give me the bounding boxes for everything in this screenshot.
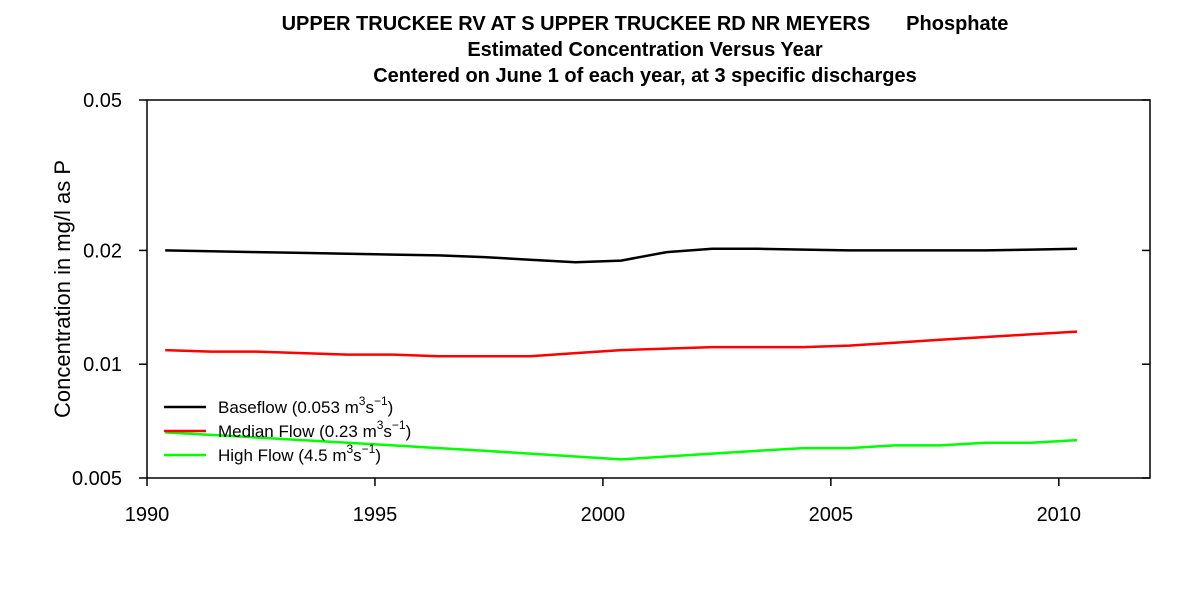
y-tick-label: 0.05	[83, 90, 122, 112]
x-axis: 1990 1995 2000 2005 2010	[125, 478, 1081, 526]
series-line-3	[165, 431, 1078, 461]
title-extra: Phosphate	[906, 13, 1008, 35]
title-line-2: Estimated Concentration Versus Year	[467, 39, 823, 61]
title-text: UPPER TRUCKEE RV AT S UPPER TRUCKEE RD N…	[282, 13, 871, 35]
y-tick-label: 0.02	[83, 240, 122, 262]
series-layer	[165, 247, 1078, 461]
legend: Baseflow (0.053 m3s−1)Median Flow (0.23 …	[164, 394, 411, 465]
y-axis-label: Concentration in mg/l as P	[50, 160, 75, 418]
series-line-1	[165, 247, 1078, 264]
x-tick-label: 2000	[581, 504, 626, 526]
x-tick-label: 1990	[125, 504, 170, 526]
series-line-2	[165, 330, 1078, 358]
x-tick-label: 2010	[1037, 504, 1082, 526]
legend-entry: Baseflow (0.053 m3s−1)	[218, 394, 393, 417]
title-line-3: Centered on June 1 of each year, at 3 sp…	[373, 65, 917, 87]
title-line-1: UPPER TRUCKEE RV AT S UPPER TRUCKEE RD N…	[282, 13, 1009, 35]
y-tick-label: 0.01	[83, 354, 122, 376]
x-tick-label: 1995	[353, 504, 398, 526]
title-text: Centered on June 1 of each year, at 3 sp…	[373, 65, 917, 87]
plot-frame	[146, 99, 1151, 479]
y-axis: 0.005 0.01 0.02 0.05	[72, 90, 1150, 490]
legend-entry: Median Flow (0.23 m3s−1)	[218, 418, 411, 441]
x-tick-label: 2005	[809, 504, 854, 526]
legend-entry: High Flow (4.5 m3s−1)	[218, 442, 381, 465]
y-tick-label: 0.005	[72, 468, 122, 490]
chart-title: UPPER TRUCKEE RV AT S UPPER TRUCKEE RD N…	[282, 13, 1009, 87]
title-text: Estimated Concentration Versus Year	[467, 39, 823, 61]
